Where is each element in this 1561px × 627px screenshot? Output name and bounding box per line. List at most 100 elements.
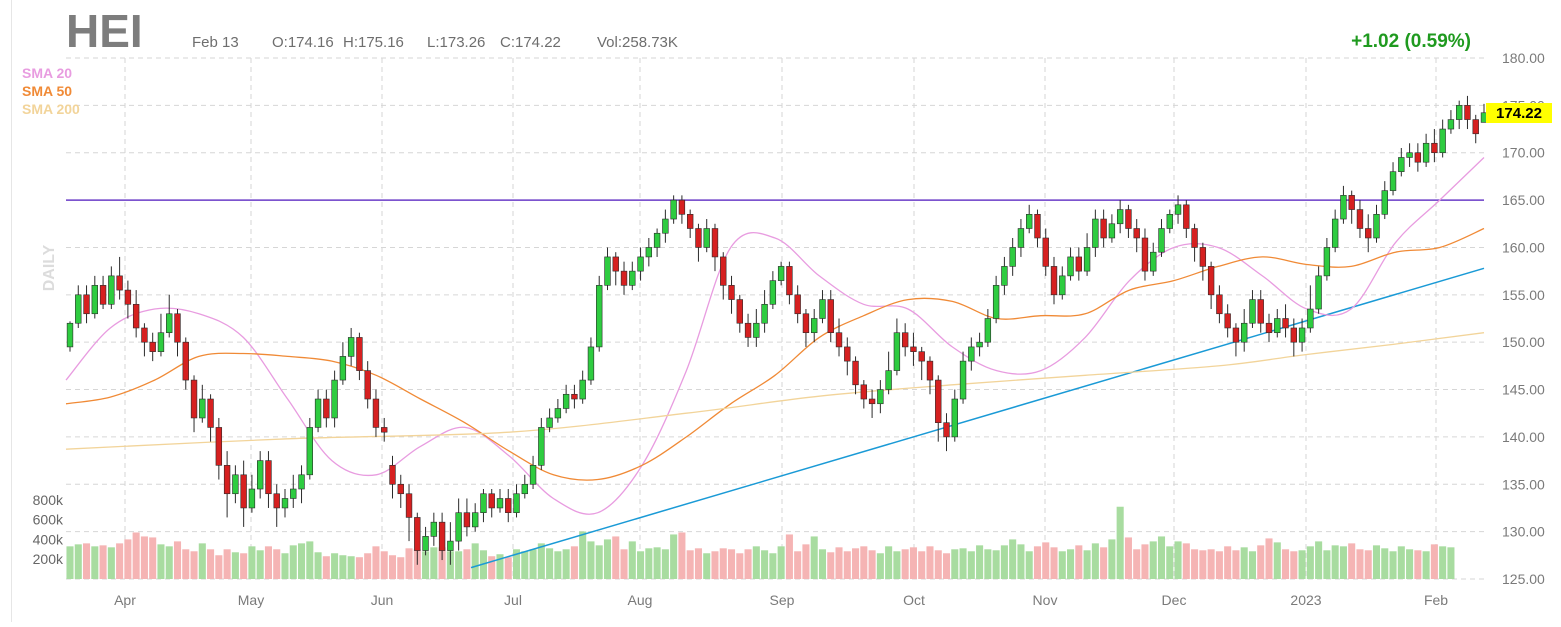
volume-bar: [1372, 545, 1381, 579]
candle: [331, 370, 338, 428]
candle-up: [199, 398, 206, 419]
candle: [1323, 237, 1331, 281]
volume-bar: [140, 536, 148, 579]
candle-down: [389, 465, 396, 485]
volume-bar: [777, 546, 785, 579]
candle: [1150, 242, 1157, 276]
candle: [1026, 204, 1033, 234]
candle-up: [1158, 228, 1165, 253]
candle: [1464, 95, 1471, 130]
candle: [1125, 204, 1132, 238]
y-tick-label: 140.00: [1502, 429, 1545, 445]
candle-down: [174, 313, 181, 343]
candle: [488, 489, 495, 518]
trend-line: [470, 267, 1485, 569]
candle-up: [1422, 142, 1430, 163]
candle-down: [223, 465, 231, 495]
candle-down: [1183, 204, 1190, 229]
candle: [190, 375, 198, 433]
volume-bar: [99, 545, 107, 579]
candle: [918, 346, 925, 381]
volume-bar: [926, 546, 934, 579]
candle: [306, 417, 313, 480]
candle-down: [835, 332, 843, 348]
volume-bar: [628, 541, 636, 579]
candle-up: [75, 294, 82, 324]
volume-bar: [83, 543, 91, 579]
candle-up: [653, 232, 661, 248]
candle-down: [190, 379, 198, 419]
y-tick-label: 160.00: [1502, 239, 1545, 255]
y-tick-label: 165.00: [1502, 192, 1545, 208]
volume-bar: [810, 536, 818, 579]
volume-bar: [1414, 550, 1422, 579]
candle-down: [711, 228, 719, 258]
candle: [1116, 200, 1124, 234]
candle: [257, 451, 264, 499]
candle-down: [83, 294, 90, 315]
candle: [811, 309, 818, 343]
candle: [116, 256, 123, 300]
volume-bar: [769, 553, 777, 579]
candle-down: [918, 351, 925, 362]
candle-down: [1265, 322, 1273, 334]
candle: [108, 266, 115, 310]
candle-up: [422, 536, 429, 551]
candle-down: [1365, 228, 1372, 239]
candle: [1108, 214, 1116, 243]
quote-low: L:173.26: [427, 34, 485, 51]
candle-up: [1249, 299, 1256, 324]
candle: [174, 309, 181, 357]
candle-up: [1001, 266, 1008, 286]
candle: [844, 337, 851, 376]
candle-up: [992, 285, 1000, 319]
volume-bar: [190, 551, 198, 579]
candle: [546, 408, 553, 433]
volume-bar: [223, 549, 231, 579]
volume-bar: [1348, 543, 1356, 579]
candle-down: [1257, 299, 1264, 324]
candle-up: [339, 356, 347, 381]
volume-bar: [620, 549, 628, 579]
candle-down: [852, 360, 859, 386]
candle: [959, 351, 967, 404]
volume-bar: [835, 547, 843, 579]
x-tick-label: Sep: [770, 592, 795, 608]
candle-up: [455, 512, 462, 542]
volume-bar: [1397, 546, 1405, 579]
volume-bar: [1058, 551, 1066, 579]
volume-bar: [1273, 542, 1281, 579]
candle-down: [844, 346, 851, 362]
candle: [819, 290, 826, 324]
volume-bar: [1083, 550, 1091, 579]
candle: [207, 394, 214, 442]
volume-bars: [66, 506, 1455, 579]
x-tick-label: Nov: [1033, 592, 1058, 608]
candle: [794, 285, 801, 324]
candle: [471, 503, 479, 532]
volume-bar: [554, 551, 562, 579]
candle: [596, 275, 603, 352]
candle-down: [720, 256, 727, 286]
volume-bar: [1439, 546, 1447, 579]
volume-bar: [107, 547, 115, 579]
candle-up: [66, 322, 74, 348]
candle: [926, 356, 934, 395]
volume-bar: [1050, 547, 1058, 579]
candle: [637, 247, 644, 281]
volume-bar: [752, 546, 760, 579]
y-tick-label: 180.00: [1502, 50, 1545, 66]
volume-bar: [446, 551, 454, 579]
candle: [1298, 318, 1306, 352]
candle: [1356, 200, 1364, 238]
candle: [893, 318, 901, 376]
candle-down: [1348, 195, 1355, 210]
volume-bar: [240, 553, 248, 579]
candle-up: [298, 474, 305, 490]
candle-up: [1447, 119, 1455, 130]
volume-bar: [1323, 550, 1331, 579]
candle-down: [207, 398, 214, 428]
volume-bar: [1124, 537, 1132, 579]
volume-bar: [173, 541, 182, 579]
volume-bar: [951, 549, 959, 579]
